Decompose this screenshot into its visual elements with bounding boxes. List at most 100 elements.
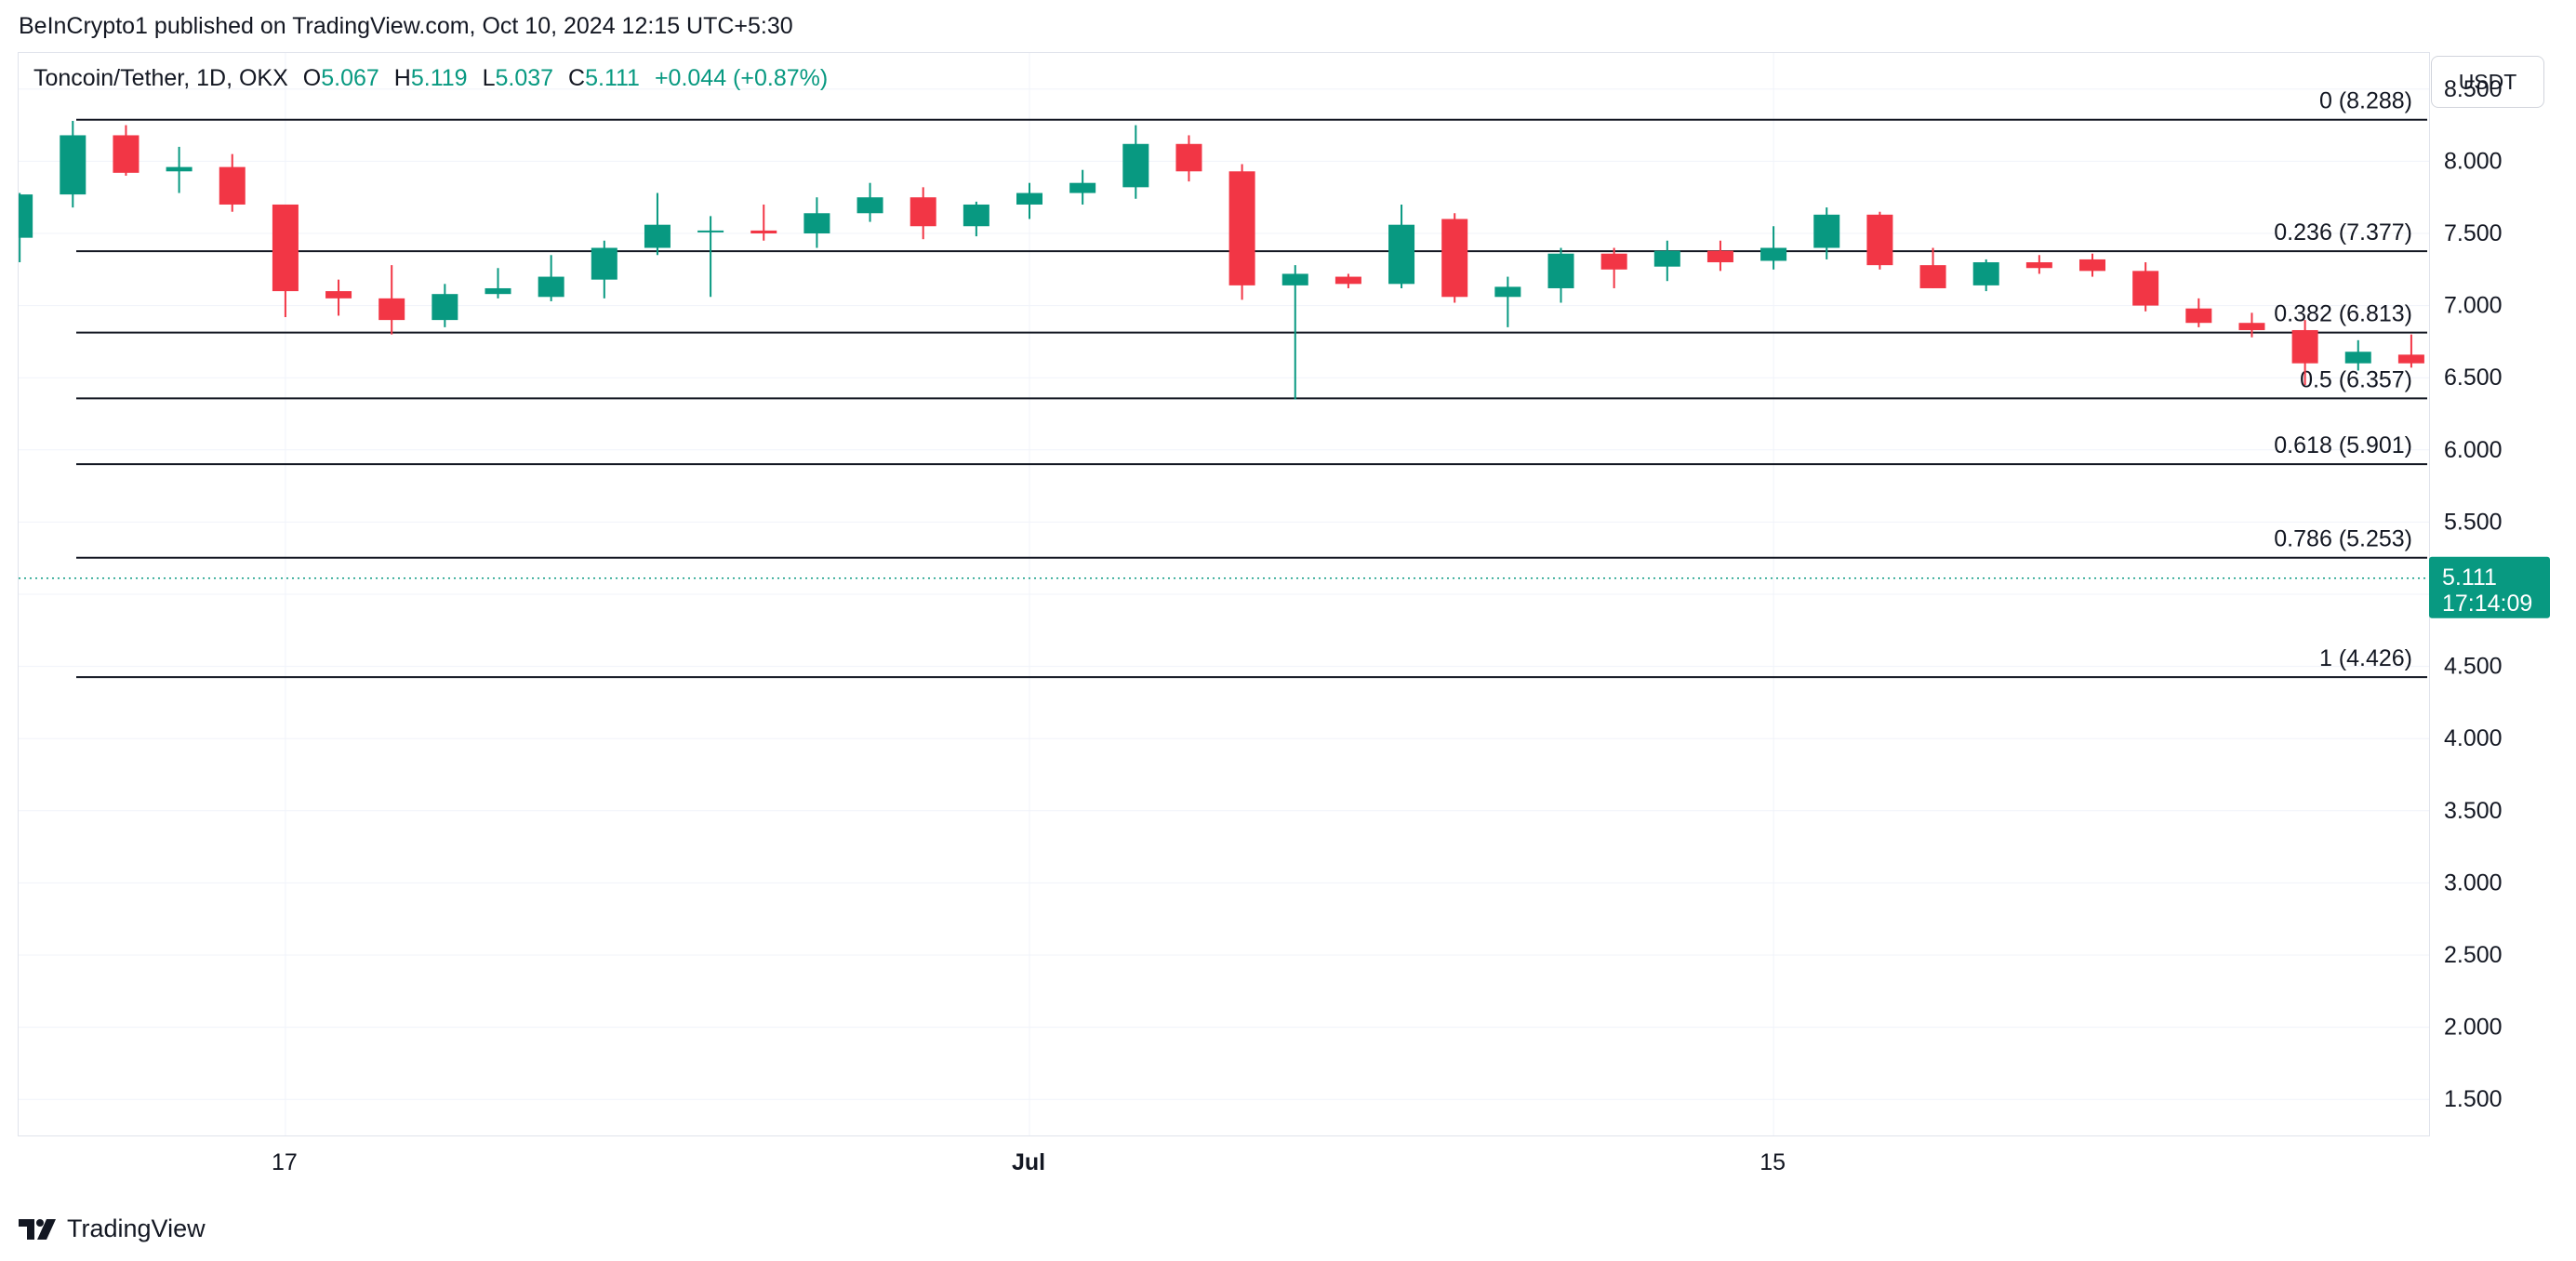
candle [2132, 262, 2159, 312]
candle [910, 187, 936, 240]
last-price-value: 5.111 [2442, 564, 2497, 591]
candle-body [1122, 143, 1149, 188]
candle [2344, 339, 2371, 371]
candle [1547, 247, 1574, 303]
candle [963, 201, 989, 237]
candle [1175, 135, 1202, 182]
candle [2238, 312, 2265, 338]
candle-body [803, 213, 830, 233]
candle-body [2397, 354, 2424, 364]
price-tick-label: 8.500 [2444, 76, 2503, 102]
candle-body [2132, 271, 2159, 306]
price-tick-label: 6.500 [2444, 365, 2503, 391]
candle-body [697, 230, 724, 232]
candle-body [1547, 253, 1574, 288]
candle-body [1494, 286, 1521, 298]
tradingview-logo-icon [19, 1218, 56, 1240]
candle [2079, 253, 2105, 277]
candle [1388, 204, 1415, 288]
candle [856, 182, 883, 222]
candle-body [2079, 259, 2105, 272]
candle [272, 204, 299, 318]
currency-unit-button[interactable]: USDT [2431, 56, 2544, 108]
candle-body [2344, 352, 2371, 364]
candles [19, 120, 2424, 400]
candle [113, 125, 139, 176]
last-price-tag-bg [2429, 556, 2550, 618]
price-tick-label: 4.000 [2444, 725, 2503, 751]
candle-body [1228, 171, 1255, 285]
candle [1334, 273, 1361, 288]
candle-body [60, 135, 86, 195]
high-label: H [393, 65, 411, 91]
candle-body [1972, 262, 1999, 285]
candle-body [1281, 273, 1308, 285]
grid-lines [19, 53, 2429, 1135]
candle [644, 192, 671, 256]
open-label: O [302, 65, 322, 91]
symbol-name[interactable]: Toncoin/Tether, 1D, OKX [33, 65, 288, 91]
price-tick-label: 3.500 [2444, 798, 2503, 824]
low-value: 5.037 [495, 65, 554, 91]
price-tick-label: 8.000 [2444, 148, 2503, 174]
symbol-legend: Toncoin/Tether, 1D, OKX O5.067 H5.119 L5.03… [33, 65, 843, 92]
candle-body [19, 194, 33, 238]
candle-body [1706, 250, 1733, 263]
price-tick-label: 6.000 [2444, 437, 2503, 463]
candle [2291, 320, 2318, 385]
chart-pane[interactable]: 0 (8.288) 0.236 (7.377) 0.382 (6.813) 0.5 (… [18, 52, 2430, 1136]
candle [1600, 247, 1627, 288]
fib-level-label: 0.382 (6.813) [2274, 301, 2412, 327]
candle [485, 268, 511, 299]
fib-level-label: 0.5 (6.357) [2300, 366, 2412, 392]
candle-body [1600, 253, 1627, 270]
candle [60, 120, 86, 208]
fib-level-label: 0.618 (5.901) [2274, 432, 2412, 458]
candle-body [910, 197, 936, 227]
price-axis[interactable]: 8.5008.0007.5007.0006.5006.0005.5005.000… [2429, 52, 2550, 1135]
price-tick-label: 2.500 [2444, 942, 2503, 968]
close-label: C [568, 65, 586, 91]
candle [1653, 240, 1680, 282]
candle [803, 197, 830, 248]
candle [750, 204, 777, 241]
candle-body [1760, 247, 1787, 261]
candle [697, 216, 724, 298]
candle-body [1016, 192, 1042, 205]
fibonacci-retracement: 0 (8.288) 0.236 (7.377) 0.382 (6.813) 0.5 (… [76, 88, 2427, 679]
price-tick-label: 5.500 [2444, 509, 2503, 535]
high-value: 5.119 [410, 65, 468, 91]
candle-body [1388, 224, 1415, 285]
candle [538, 255, 564, 301]
candle-body [219, 166, 246, 205]
candle [325, 279, 352, 316]
candle [1760, 226, 1787, 270]
candle-body [485, 287, 511, 295]
candle-body [2238, 323, 2265, 330]
candle-body [2185, 308, 2212, 324]
time-tick-label: 15 [1759, 1149, 1786, 1175]
candle-body [750, 230, 777, 233]
price-tick-label: 7.500 [2444, 220, 2503, 246]
candlestick-chart[interactable]: 0 (8.288) 0.236 (7.377) 0.382 (6.813) 0.5 (… [19, 53, 2429, 1135]
candle [219, 153, 246, 212]
candle-body [432, 294, 458, 321]
time-axis[interactable]: 17Jul15Aug1222Sep16Oct14 [18, 1135, 2428, 1190]
candle [1706, 240, 1733, 272]
open-value: 5.067 [321, 65, 379, 91]
candle-body [1653, 250, 1680, 267]
fib-level-label: 1 (4.426) [2319, 645, 2412, 671]
candle [1919, 247, 1946, 288]
candle-body [1866, 214, 1893, 266]
tradingview-brand[interactable]: TradingView [19, 1215, 206, 1243]
publisher-credit: BeInCrypto1 published on TradingView.com… [19, 13, 793, 39]
candle [2185, 298, 2212, 327]
candle [1069, 169, 1096, 205]
price-tick-label: 7.000 [2444, 293, 2503, 319]
candle [2025, 255, 2052, 274]
candle-body [1441, 219, 1468, 298]
candle [1281, 265, 1308, 400]
candle [1122, 125, 1149, 199]
fib-level-label: 0 (8.288) [2319, 88, 2412, 114]
